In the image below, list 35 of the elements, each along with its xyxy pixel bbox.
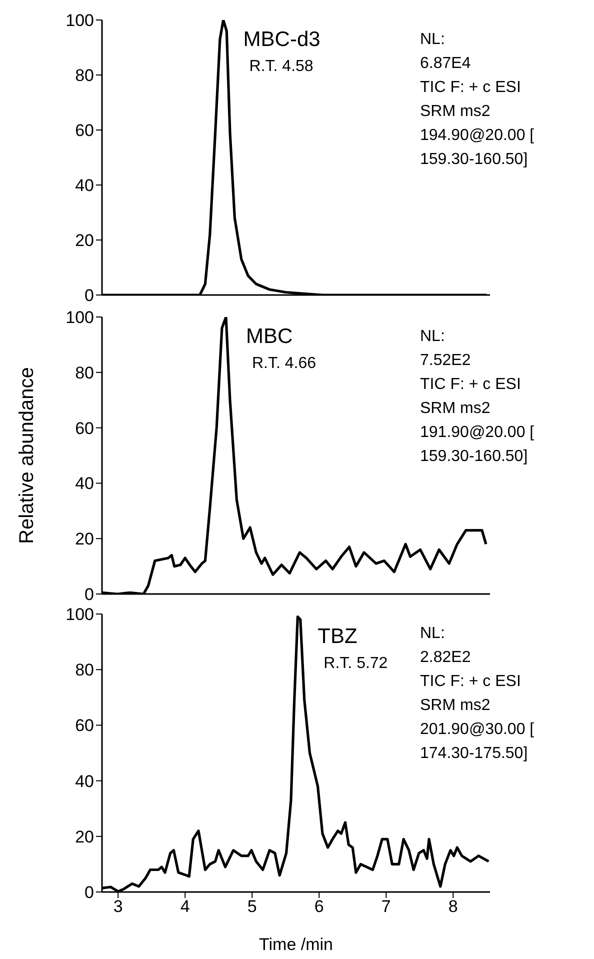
x-tick-label: 4 — [180, 897, 190, 916]
annotation: R.T. 4.66 — [252, 355, 316, 373]
y-tick-label: 20 — [75, 530, 94, 549]
y-tick-label: 100 — [66, 11, 94, 30]
annotation: NL: 6.87E4 TIC F: + c ESI SRM ms2 194.90@20.00 [ 159.30-160.50] — [420, 30, 534, 170]
y-tick-label: 80 — [75, 660, 94, 680]
y-tick-label: 40 — [75, 176, 94, 196]
x-tick-label: 8 — [448, 897, 458, 916]
x-tick-label: 5 — [247, 897, 257, 916]
annotation: R.T. 4.58 — [249, 58, 314, 76]
y-tick-label: 100 — [66, 308, 94, 328]
y-tick-label: 0 — [84, 286, 94, 306]
x-tick-label: 3 — [113, 897, 123, 916]
y-tick-label: 20 — [75, 231, 94, 250]
y-tick-label: 60 — [75, 418, 94, 438]
y-tick-label: 40 — [75, 474, 94, 494]
y-axis-title: Relative abundance — [16, 367, 38, 544]
y-tick-label: 60 — [75, 716, 94, 736]
annotation: MBC — [246, 325, 293, 349]
annotation: MBC-d3 — [243, 28, 320, 52]
y-tick-label: 40 — [75, 772, 94, 791]
y-tick-label: 100 — [66, 605, 94, 624]
y-tick-label: 0 — [84, 585, 94, 604]
annotation: R.T. 5.72 — [324, 654, 388, 673]
y-tick-label: 0 — [84, 883, 94, 902]
annotation: NL: 7.52E2 TIC F: + c ESI SRM ms2 191.90@20.00 [ 159.30-160.50] — [420, 327, 534, 467]
y-tick-label: 80 — [75, 363, 94, 382]
y-tick-label: 20 — [75, 827, 94, 846]
x-tick-label: 7 — [381, 897, 391, 916]
y-tick-label: 60 — [75, 121, 94, 140]
annotation: TBZ — [318, 624, 358, 649]
x-tick-label: 6 — [314, 897, 324, 916]
y-tick-label: 80 — [75, 66, 94, 86]
x-axis-title: Time /min — [259, 935, 333, 954]
annotation: NL: 2.82E2 TIC F: + c ESI SRM ms2 201.90@30.00 [ 174.30-175.50] — [420, 624, 534, 764]
